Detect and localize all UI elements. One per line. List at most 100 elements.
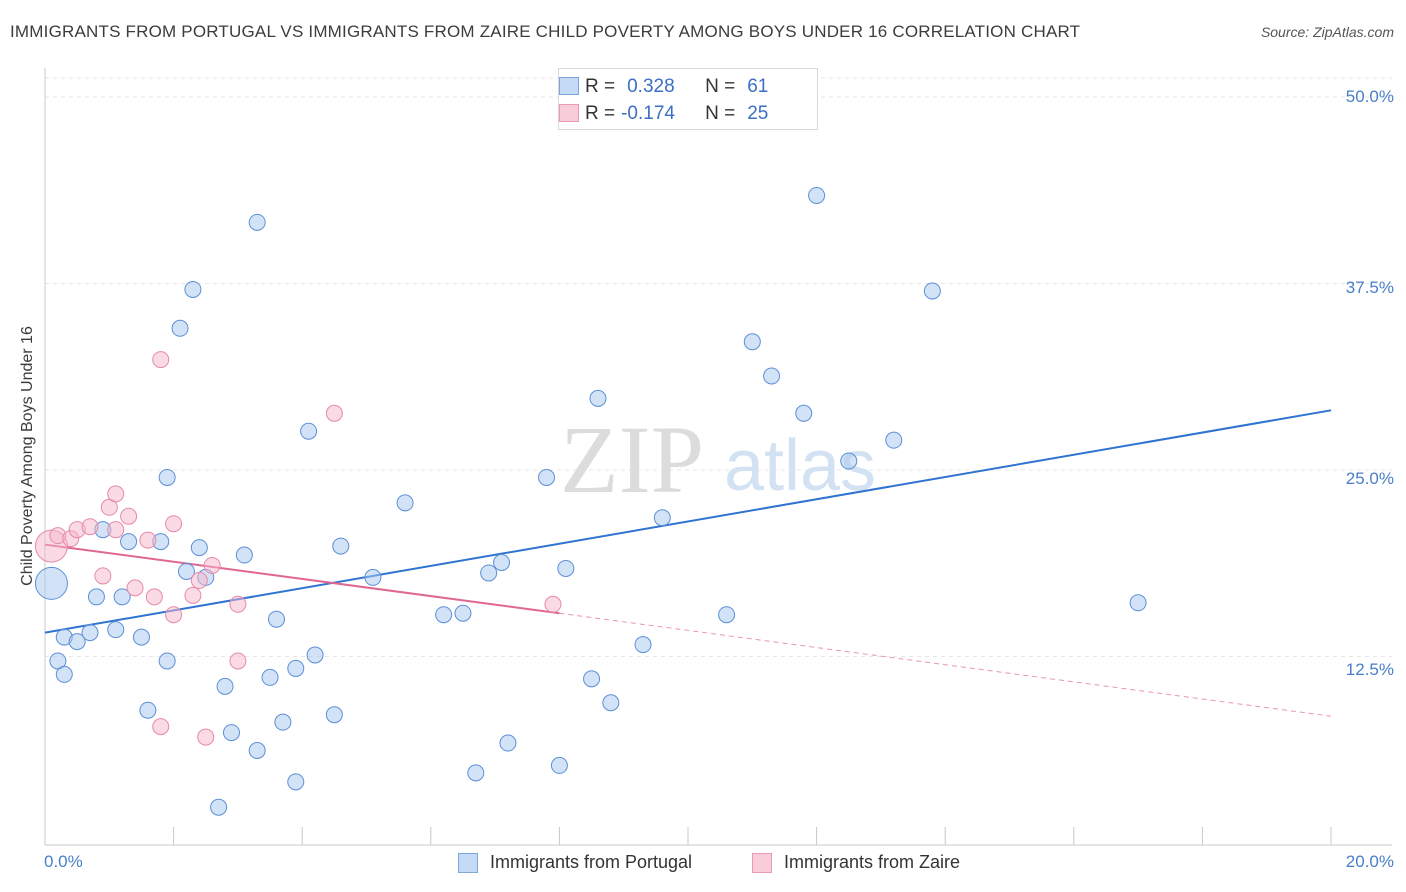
data-point-portugal <box>81 624 99 642</box>
data-point-portugal <box>158 652 176 670</box>
data-point-portugal <box>325 706 343 724</box>
legend-n-label: N = <box>705 103 736 124</box>
data-point-portugal <box>435 606 453 624</box>
data-point-portugal <box>885 431 903 449</box>
data-point-portugal <box>583 670 601 688</box>
x-tick-min: 0.0% <box>44 852 83 871</box>
data-point-zaire <box>184 586 202 604</box>
data-point-portugal <box>177 562 195 580</box>
legend-row-portugal: R = 0.328 N = 61 <box>559 76 769 98</box>
y-tick-12-5: 12.5% <box>1345 660 1394 679</box>
legend-r-value: -0.174 <box>621 103 675 124</box>
data-point-portugal <box>454 604 472 622</box>
data-point-portugal <box>261 668 279 686</box>
data-point-portugal <box>795 404 813 422</box>
data-point-portugal <box>139 701 157 719</box>
data-point-portugal <box>248 741 266 759</box>
data-point-portugal <box>364 568 382 586</box>
data-point-portugal <box>923 282 941 300</box>
data-point-portugal <box>267 610 285 628</box>
bottom-legend-swatch-zaire <box>752 852 772 873</box>
data-point-portugal <box>287 659 305 677</box>
chart-title: IMMIGRANTS FROM PORTUGAL VS IMMIGRANTS F… <box>10 22 1081 41</box>
grid-lines <box>45 77 1392 657</box>
trend-line-zaire <box>44 543 560 615</box>
legend-swatch-portugal <box>559 77 579 95</box>
data-point-zaire <box>165 606 183 624</box>
data-point-portugal <box>222 724 240 742</box>
correlation-legend: R = 0.328 N = 61 R = -0.174 N = 25 <box>558 68 818 130</box>
data-point-portugal <box>1129 594 1147 612</box>
data-point-portugal <box>332 537 350 555</box>
bottom-legend-label-zaire: Immigrants from Zaire <box>784 852 961 872</box>
legend-r-label: R = <box>585 76 616 97</box>
y-axis-label: Child Poverty Among Boys Under 16 <box>19 326 36 586</box>
source-label: Source: ZipAtlas.com <box>1260 24 1394 40</box>
data-point-zaire <box>107 485 125 503</box>
data-point-portugal <box>467 764 485 782</box>
data-point-zaire <box>145 588 163 606</box>
data-point-zaire <box>107 521 125 539</box>
data-point-portugal <box>274 713 292 731</box>
trend-lines <box>44 409 1332 717</box>
data-point-portugal <box>34 566 68 600</box>
data-point-portugal <box>55 665 73 683</box>
data-point-portugal <box>158 468 176 486</box>
data-point-zaire <box>152 351 170 369</box>
data-point-portugal <box>550 756 568 774</box>
y-tick-37-5: 37.5% <box>1345 278 1394 297</box>
data-point-zaire <box>197 728 215 746</box>
data-point-zaire <box>190 571 208 589</box>
data-point-portugal <box>538 468 556 486</box>
data-point-portugal <box>68 633 86 651</box>
y-tick-25: 25.0% <box>1345 469 1394 488</box>
data-point-portugal <box>107 621 125 639</box>
bottom-legend-portugal: Immigrants from Portugal <box>458 852 692 873</box>
bottom-legend-swatch-portugal <box>458 852 478 873</box>
data-point-zaire <box>229 652 247 670</box>
data-point-zaire <box>81 518 99 536</box>
data-point-portugal <box>653 509 671 527</box>
data-point-portugal <box>184 280 202 298</box>
data-point-portugal <box>210 798 228 816</box>
legend-swatch-zaire <box>559 104 579 122</box>
bottom-legend-label-portugal: Immigrants from Portugal <box>490 852 693 872</box>
data-point-portugal <box>499 734 517 752</box>
data-point-zaire <box>126 579 144 597</box>
data-point-portugal <box>602 694 620 712</box>
data-point-portugal <box>480 564 498 582</box>
data-points <box>34 186 1147 816</box>
data-point-zaire <box>139 531 157 549</box>
data-point-portugal <box>808 186 826 204</box>
watermark-zip: ZIP <box>560 406 704 513</box>
data-point-portugal <box>840 452 858 470</box>
data-point-zaire <box>152 718 170 736</box>
data-point-portugal <box>113 588 131 606</box>
data-point-portugal <box>396 494 414 512</box>
data-point-zaire <box>544 595 562 613</box>
data-point-portugal <box>190 539 208 557</box>
data-point-zaire <box>203 556 221 574</box>
data-point-portugal <box>216 677 234 695</box>
y-tick-50: 50.0% <box>1345 87 1394 106</box>
legend-n-value: 25 <box>747 103 769 124</box>
data-point-zaire <box>165 515 183 533</box>
axes <box>44 68 1392 846</box>
data-point-portugal <box>589 389 607 407</box>
x-tick-max: 20.0% <box>1345 852 1394 871</box>
data-point-portugal <box>763 367 781 385</box>
data-point-portugal <box>132 628 150 646</box>
legend-row-zaire: R = -0.174 N = 25 <box>559 103 769 125</box>
trend-line-portugal <box>44 409 1332 634</box>
data-point-portugal <box>718 606 736 624</box>
data-point-portugal <box>171 319 189 337</box>
legend-n-value: 61 <box>747 76 769 97</box>
data-point-portugal <box>306 646 324 664</box>
bottom-legend-zaire: Immigrants from Zaire <box>752 852 960 873</box>
legend-n-label: N = <box>705 76 736 97</box>
legend-r-value: 0.328 <box>627 76 675 97</box>
data-point-zaire <box>120 507 138 525</box>
data-point-portugal <box>743 333 761 351</box>
data-point-zaire <box>94 567 112 585</box>
